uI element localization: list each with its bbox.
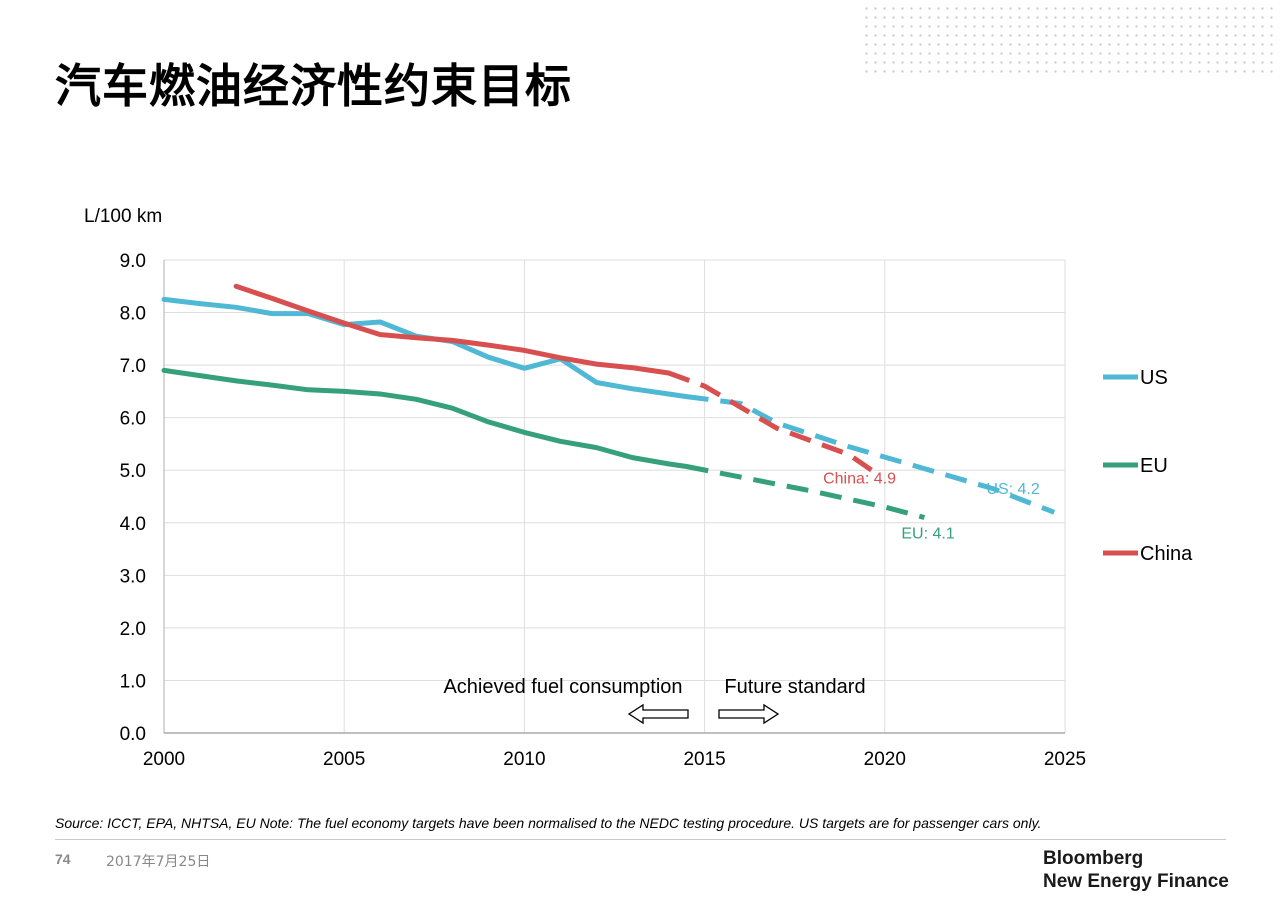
- legend-label-eu: EU: [1140, 455, 1168, 477]
- y-tick-label: 0.0: [120, 724, 146, 745]
- y-tick-label: 6.0: [120, 409, 146, 430]
- legend-label-us: US: [1140, 367, 1168, 389]
- us-target-label: US: 4.2: [986, 481, 1039, 498]
- y-tick-label: 7.0: [120, 356, 146, 377]
- x-tick-label: 2020: [864, 749, 906, 770]
- eu-target-label: EU: 4.1: [901, 526, 954, 543]
- decorative-dot-pattern: [862, 4, 1276, 76]
- x-tick-label: 2010: [503, 749, 545, 770]
- y-tick-label: 4.0: [120, 514, 146, 535]
- footer-divider: [55, 839, 1226, 840]
- logo-line-2: New Energy Finance: [1043, 871, 1229, 892]
- page-title: 汽车燃油经济性约束目标: [55, 59, 572, 113]
- annotation-achieved-text: Achieved fuel consumption: [443, 676, 682, 698]
- us-target-line: [686, 394, 1056, 515]
- y-tick-label: 5.0: [120, 461, 146, 482]
- slide-date: 2017年7月25日: [106, 854, 211, 870]
- bnef-logo: Bloomberg New Energy Finance: [1043, 847, 1229, 893]
- eu-achieved-line: [161, 367, 690, 469]
- eu-target-line: [686, 464, 926, 520]
- y-tick-label: 8.0: [120, 304, 146, 325]
- y-tick-label: 3.0: [120, 566, 146, 587]
- left-arrow-icon: [627, 703, 689, 725]
- x-tick-label: 2005: [323, 749, 365, 770]
- x-tick-label: 2025: [1044, 749, 1086, 770]
- china-target-line: [667, 370, 876, 474]
- china-target-label: China: 4.9: [823, 470, 896, 487]
- y-tick-label: 9.0: [120, 251, 146, 272]
- fuel-economy-line-chart: 0.0 1.0 2.0 3.0 4.0 5.0 6.0 7.0 8.0 9.0 2000 2005 20…: [120, 251, 1194, 770]
- y-tick-label: 1.0: [120, 671, 146, 692]
- annotation-future-text: Future standard: [724, 676, 865, 698]
- y-tick-label: 2.0: [120, 619, 146, 640]
- source-note: Source: ICCT, EPA, NHTSA, EU Note: The f…: [55, 815, 1042, 831]
- china-achieved-line: [233, 283, 672, 376]
- x-tick-label: 2000: [143, 749, 185, 770]
- right-arrow-icon: [718, 703, 780, 725]
- page-number: 74: [55, 851, 71, 867]
- y-axis-label: L/100 km: [84, 206, 163, 227]
- logo-line-1: Bloomberg: [1043, 848, 1144, 869]
- x-tick-label: 2015: [683, 749, 725, 770]
- legend-label-china: China: [1140, 543, 1193, 565]
